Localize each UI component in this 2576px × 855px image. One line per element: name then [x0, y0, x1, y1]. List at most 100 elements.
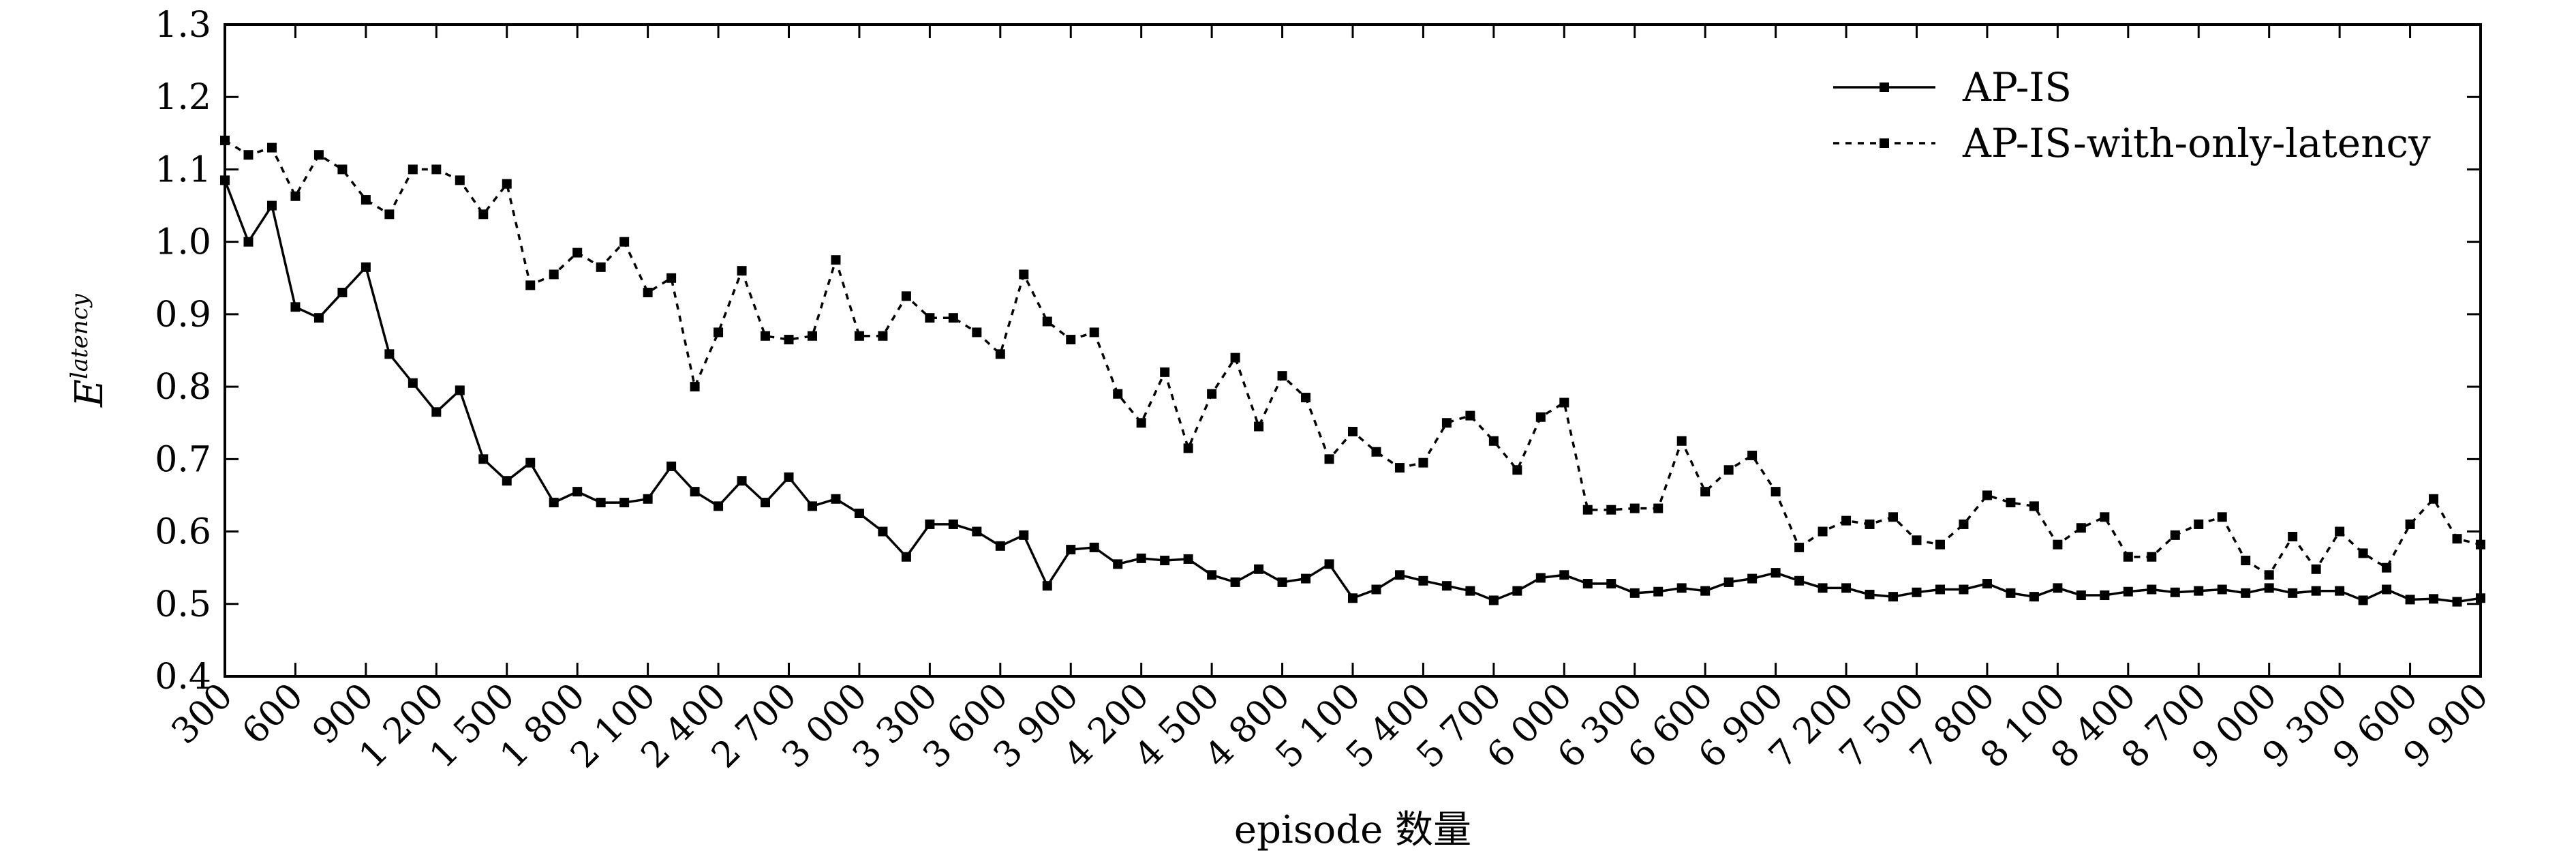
series-1-point — [2335, 586, 2345, 596]
series-1-point — [313, 313, 324, 323]
series-2-point — [2452, 534, 2462, 544]
series-1-point — [290, 302, 301, 312]
series-2-point — [1888, 512, 1899, 522]
series-1-point — [361, 262, 371, 272]
y-tick-label: 0.7 — [155, 439, 211, 480]
series-1-point — [1301, 573, 1311, 584]
series-2-point — [266, 142, 277, 153]
series-2-point — [878, 331, 888, 341]
series-1-point — [502, 476, 512, 486]
series-1-point — [1935, 584, 1945, 595]
series-1-point — [2405, 595, 2415, 605]
series-2-point — [1535, 412, 1546, 422]
series-2-point — [1794, 542, 1805, 552]
series-1-point — [2194, 586, 2204, 596]
series-1-point — [1089, 542, 1099, 552]
series-1-point — [1019, 530, 1029, 540]
series-1-point — [1348, 593, 1358, 603]
y-tick-label: 1.3 — [155, 5, 211, 46]
series-2-point — [2100, 512, 2110, 522]
series-2-point — [666, 273, 677, 283]
series-2-point — [2217, 512, 2227, 522]
y-axis-title-base: E — [67, 379, 112, 408]
series-1-point — [1465, 586, 1475, 596]
series-2-point — [1324, 454, 1334, 464]
series-2-point — [290, 191, 301, 201]
series-1-point — [854, 509, 864, 518]
series-2-point — [925, 313, 935, 323]
series-2-point — [761, 331, 771, 341]
series-1-point — [1912, 587, 1922, 597]
series-2-point — [1441, 418, 1452, 428]
series-2-point — [901, 291, 911, 301]
series-2-point — [972, 327, 982, 338]
series-1-point — [995, 541, 1005, 551]
series-2-point — [1676, 436, 1687, 446]
y-axis: 0.4 0.5 0.6 0.7 0.8 0.9 1.0 1.1 1.2 1.3 — [155, 5, 2481, 698]
series-2-point — [2358, 548, 2368, 558]
y-tick-label: 0.5 — [155, 584, 211, 625]
series-1-point — [2288, 588, 2298, 598]
series-2-point — [1113, 389, 1123, 399]
series-1-point — [1794, 575, 1805, 586]
series-2-point — [2429, 494, 2439, 504]
series-2-point — [714, 327, 724, 338]
series-1-point — [1841, 583, 1852, 593]
series-2-point — [1959, 519, 1969, 529]
series-1-point — [2053, 583, 2063, 593]
series-2-point — [1559, 397, 1569, 408]
series-1-point — [2029, 592, 2039, 602]
series-2-point — [995, 349, 1005, 359]
series-2-point — [2006, 498, 2016, 508]
series-2-point — [1089, 327, 1099, 338]
series-1-point — [2170, 587, 2180, 597]
series-2-point — [1982, 490, 1992, 500]
series-2-point — [243, 150, 254, 160]
series-1-point — [2123, 586, 2133, 597]
series-1-point — [1066, 545, 1076, 555]
legend-label-1: AP-IS — [1962, 64, 2072, 110]
series-1-point — [478, 454, 489, 464]
series-2-point — [1371, 447, 1381, 457]
series-2-point — [1019, 269, 1029, 280]
series-1-point — [384, 349, 395, 359]
y-axis-title-sup: latency — [66, 293, 93, 379]
series-1-point — [643, 494, 653, 504]
series-2-point — [1418, 457, 1428, 468]
series-1-point — [690, 487, 700, 497]
series-1-point — [619, 498, 630, 508]
series-2-point — [2405, 519, 2415, 529]
series-2-point — [2311, 564, 2321, 574]
legend: AP-IS AP-IS-with-only-latency — [1833, 64, 2431, 166]
y-tick-label: 1.0 — [155, 222, 211, 263]
series-2-point — [1582, 505, 1593, 515]
series-2-point — [2076, 523, 2086, 533]
series-1-point — [972, 526, 982, 537]
series-2-point — [431, 164, 442, 175]
series-1-point — [525, 457, 536, 468]
series-2-point — [2147, 552, 2157, 562]
series-1-point — [1277, 577, 1287, 587]
series-2-point — [831, 255, 841, 265]
series-1-point — [2076, 590, 2086, 601]
series-1-point — [1982, 579, 1992, 589]
series-1-point — [266, 200, 277, 211]
series-2-point — [2335, 526, 2345, 537]
series-1-point — [1959, 584, 1969, 595]
series-1-point — [1371, 584, 1381, 595]
y-tick-label: 1.1 — [155, 149, 211, 190]
series-2-point — [1348, 426, 1358, 436]
y-tick-label: 0.6 — [155, 512, 211, 553]
series-1-point — [596, 498, 606, 508]
series-1-point — [666, 461, 677, 471]
series-line-1 — [224, 179, 2481, 603]
series-2-point — [384, 209, 395, 220]
series-1-point — [1606, 579, 1616, 589]
series-2-point — [1865, 519, 1875, 529]
series-2-point — [502, 179, 512, 189]
series-2-point — [1912, 535, 1922, 545]
series-2-point — [854, 331, 864, 341]
series-1-point — [1183, 554, 1193, 564]
series-1-point — [1888, 592, 1899, 602]
x-axis-title: episode 数量 — [1234, 808, 1471, 852]
